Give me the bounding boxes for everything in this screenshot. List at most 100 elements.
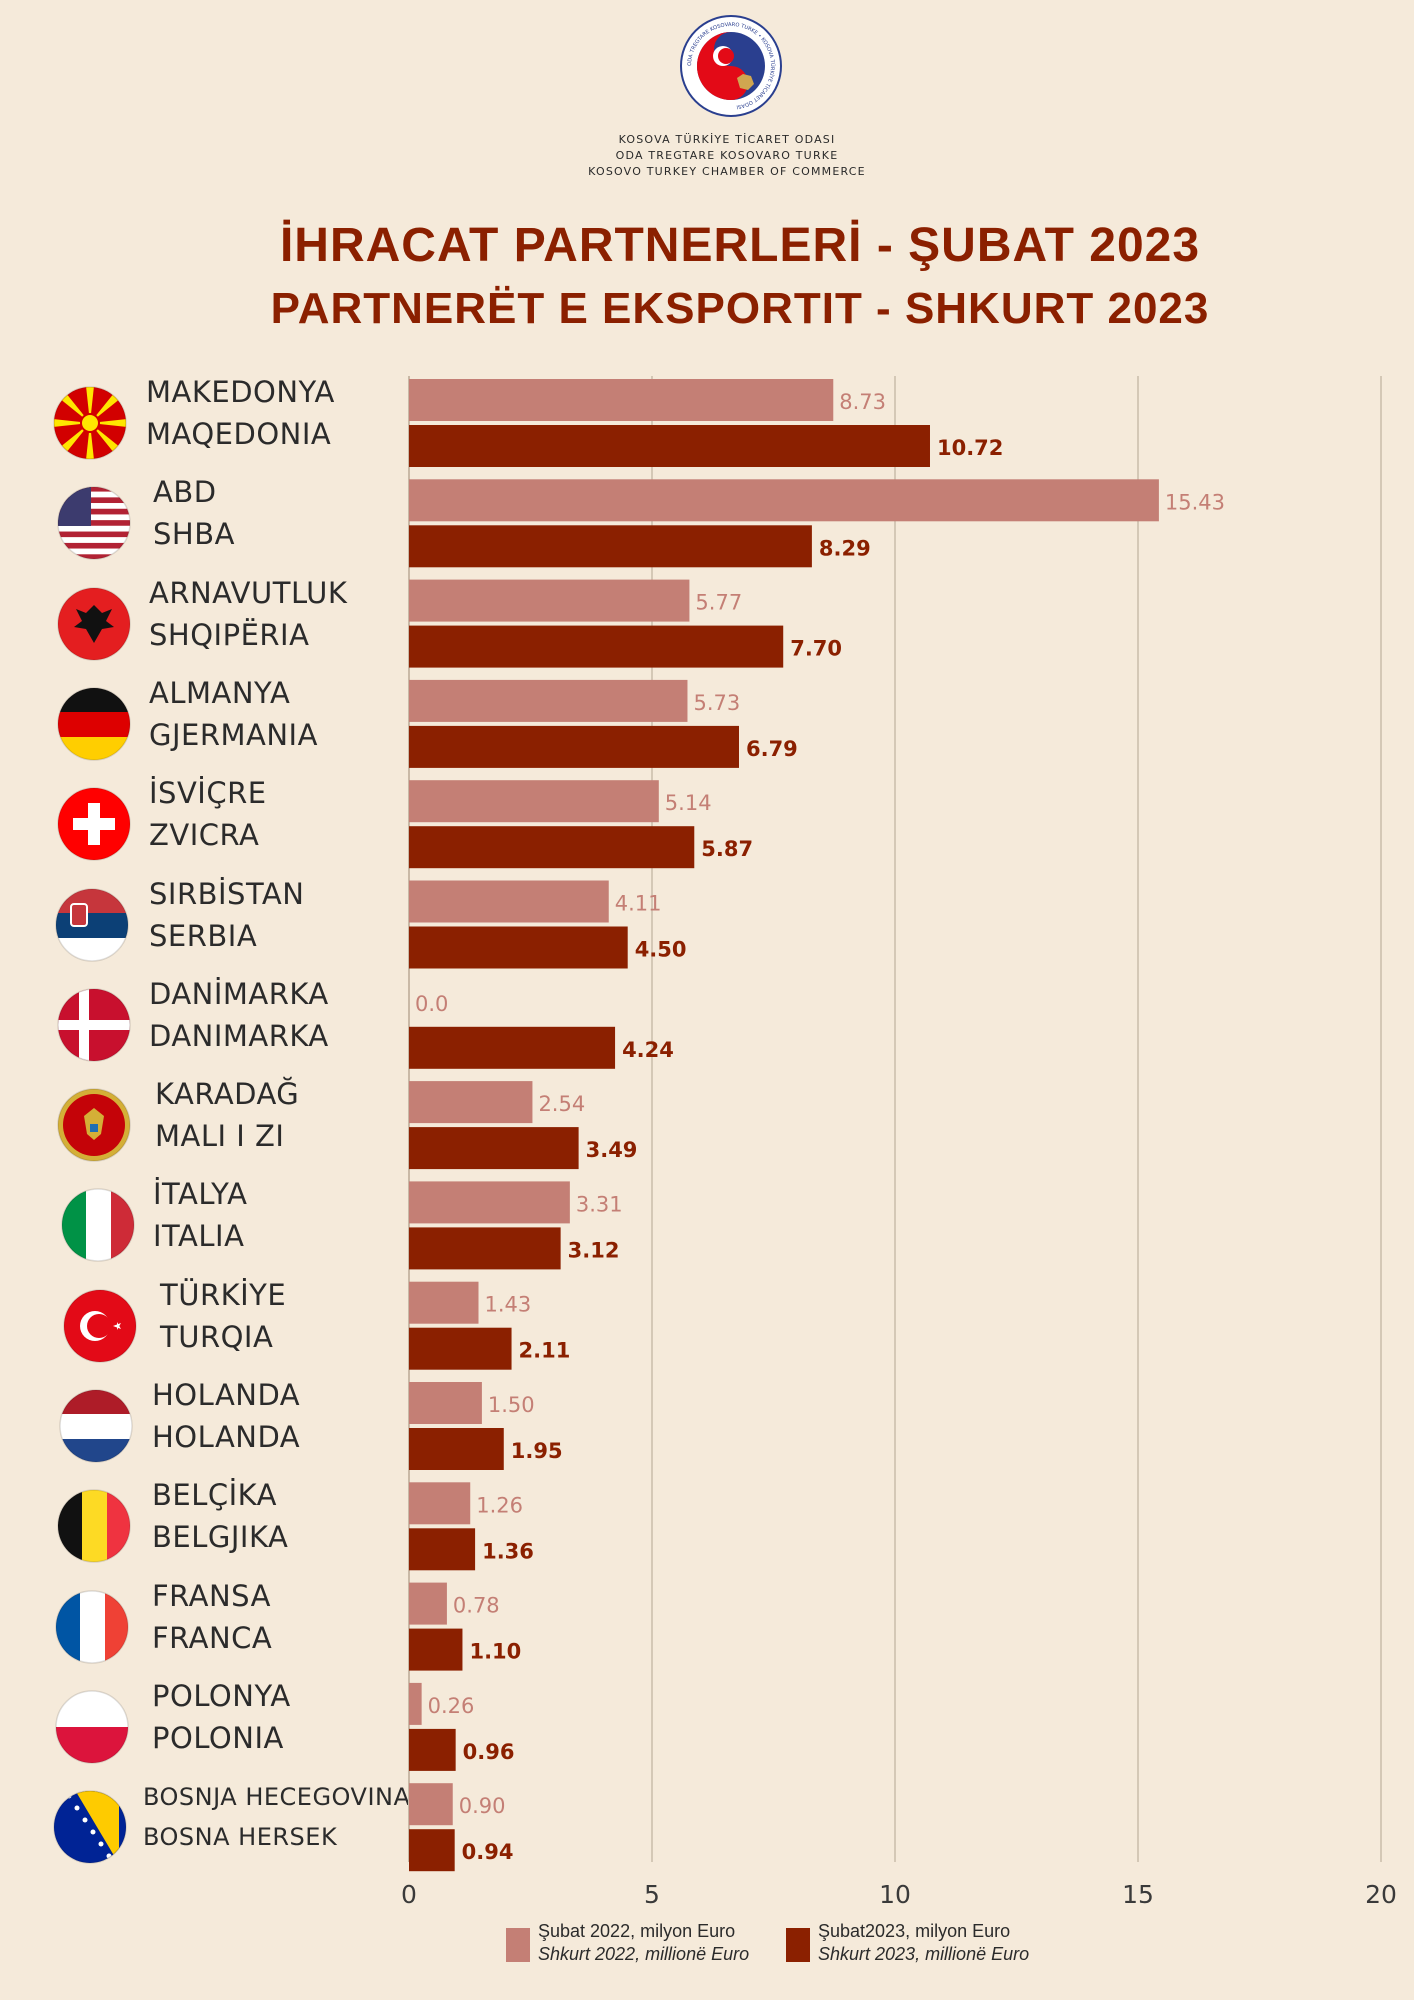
- x-tick-label: 20: [1365, 1880, 1397, 1909]
- country-label-tr: POLONYA: [152, 1678, 291, 1713]
- bar-2023: [409, 1829, 455, 1872]
- value-label-2022: 0.0: [415, 992, 448, 1016]
- germany-flag-icon: [57, 687, 131, 765]
- org-name-en: KOSOVO TURKEY CHAMBER OF COMMERCE: [588, 165, 866, 178]
- value-label-2023: 3.12: [568, 1238, 620, 1262]
- bar-2023: [409, 926, 628, 969]
- bar-2023: [409, 1026, 616, 1069]
- country-label-sq: SHQIPËRIA: [149, 617, 310, 652]
- value-label-2022: 5.73: [693, 691, 740, 715]
- country-label-tr: BOSNJA HECEGOVINA: [143, 1783, 411, 1812]
- country-label-sq: GJERMANIA: [149, 717, 318, 752]
- value-label-2022: 0.90: [459, 1794, 506, 1818]
- value-label-2022: 0.78: [453, 1594, 500, 1618]
- country-label-tr: FRANSA: [152, 1578, 271, 1613]
- value-label-2022: 1.26: [476, 1493, 523, 1517]
- value-label-2023: 8.29: [819, 536, 871, 560]
- bar-2022: [409, 1682, 422, 1725]
- usa-flag-icon: [57, 486, 131, 564]
- value-label-2023: 7.70: [790, 637, 842, 661]
- legend-swatch-2023: [786, 1928, 810, 1962]
- value-label-2023: 1.36: [482, 1539, 534, 1563]
- country-label-sq: FRANCA: [152, 1620, 273, 1655]
- bar-2022: [409, 780, 659, 823]
- value-label-2022: 8.73: [839, 390, 886, 414]
- value-label-2023: 0.96: [463, 1740, 515, 1764]
- belgium-flag-icon: [57, 1489, 131, 1567]
- value-label-2022: 5.14: [665, 791, 712, 815]
- value-label-2023: 2.11: [519, 1339, 571, 1363]
- albania-flag-icon: [57, 586, 131, 665]
- montenegro-flag-icon: [57, 1088, 131, 1166]
- x-tick-label: 15: [1122, 1880, 1154, 1909]
- country-label-sq: DANIMARKA: [149, 1018, 329, 1053]
- value-label-2023: 6.79: [746, 737, 798, 761]
- chart-title-sq: PARTNERËT E EKSPORTIT - SHKURT 2023: [270, 284, 1210, 333]
- value-label-2022: 1.43: [484, 1293, 531, 1317]
- serbia-flag-icon: [55, 887, 129, 966]
- country-label-tr: SIRBİSTAN: [149, 876, 305, 911]
- bar-2023: [409, 625, 784, 668]
- north-macedonia-flag-icon: [53, 386, 127, 464]
- bar-2023: [409, 525, 812, 568]
- country-label-tr: BELÇİKA: [152, 1478, 278, 1513]
- value-label-2022: 2.54: [538, 1092, 585, 1116]
- value-label-2022: 0.26: [428, 1694, 475, 1718]
- france-flag-icon: [55, 1589, 129, 1668]
- bar-2022: [409, 479, 1159, 522]
- country-label-sq: HOLANDA: [152, 1420, 301, 1454]
- value-label-2023: 1.95: [511, 1439, 563, 1463]
- value-label-2022: 15.43: [1165, 490, 1225, 514]
- country-label-tr: DANİMARKA: [149, 976, 329, 1011]
- value-label-2023: 4.50: [635, 938, 687, 962]
- country-label-tr: İTALYA: [153, 1177, 248, 1212]
- country-label-tr: İSVİÇRE: [149, 776, 267, 811]
- country-label-sq: MAQEDONIA: [146, 417, 332, 451]
- x-tick-label: 10: [879, 1880, 911, 1909]
- country-label-sq: SERBIA: [149, 918, 258, 953]
- org-name-sq: ODA TREGTARE KOSOVARO TURKE: [615, 149, 839, 162]
- legend-swatch-2022: [506, 1928, 530, 1962]
- bar-2023: [409, 1227, 561, 1270]
- country-label-tr: ABD: [153, 475, 217, 510]
- bar-2022: [409, 1281, 479, 1324]
- value-label-2023: 3.49: [586, 1138, 638, 1162]
- value-label-2023: 1.10: [469, 1640, 521, 1664]
- value-label-2023: 5.87: [701, 837, 753, 861]
- country-label-sq: BELGJIKA: [152, 1520, 289, 1555]
- bar-2022: [409, 1482, 471, 1525]
- bar-2022: [409, 1081, 533, 1124]
- poland-flag-icon: [55, 1690, 129, 1768]
- chamber-logo: ODA TREGTARE KOSOVARO TURKE • KOSOVA TÜR…: [680, 15, 782, 117]
- legend-label-2022: Şubat 2022, milyon Euro Shkurt 2022, mil…: [538, 1921, 750, 1964]
- country-label-sq: TURQIA: [160, 1319, 274, 1354]
- italy-flag-icon: [61, 1188, 135, 1266]
- bar-2022: [409, 1181, 570, 1224]
- country-label-tr: KARADAĞ: [155, 1077, 300, 1112]
- value-label-2023: 4.24: [622, 1038, 674, 1062]
- value-label-2022: 5.77: [695, 591, 742, 615]
- bar-2022: [409, 579, 690, 622]
- switzerland-flag-icon: [57, 787, 131, 865]
- country-label-sq: ITALIA: [153, 1219, 245, 1254]
- country-label-sq: ZVICRA: [149, 818, 260, 853]
- bar-2023: [409, 1628, 463, 1671]
- country-label-tr: ALMANYA: [149, 675, 291, 710]
- bar-2022: [409, 1582, 447, 1625]
- legend-label-2023: Şubat2023, milyon Euro Shkurt 2023, mill…: [818, 1921, 1030, 1964]
- value-label-2022: 4.11: [615, 892, 662, 916]
- value-label-2022: 3.31: [576, 1192, 623, 1216]
- bar-2023: [409, 425, 930, 467]
- chart-title-tr: İHRACAT PARTNERLERİ - ŞUBAT 2023: [279, 219, 1201, 272]
- bar-2023: [409, 826, 695, 869]
- country-label-tr: HOLANDA: [152, 1378, 301, 1412]
- value-label-2023: 10.72: [937, 436, 1003, 460]
- bar-2023: [409, 725, 739, 768]
- turkey-flag-icon: [63, 1288, 137, 1367]
- bar-2022: [409, 880, 609, 923]
- netherlands-flag-icon: [59, 1389, 133, 1467]
- value-label-2023: 0.94: [462, 1840, 514, 1864]
- bosnia-flag-icon: [53, 1790, 127, 1868]
- bar-2023: [409, 1127, 579, 1170]
- x-tick-label: 0: [401, 1880, 417, 1909]
